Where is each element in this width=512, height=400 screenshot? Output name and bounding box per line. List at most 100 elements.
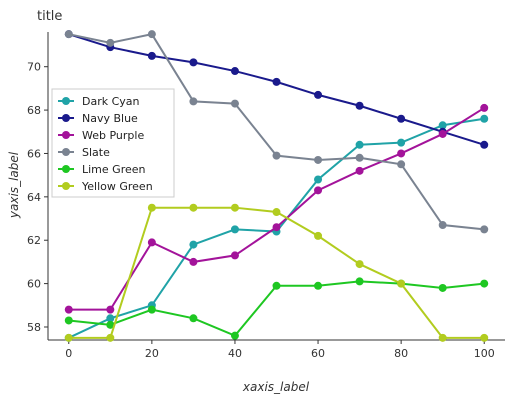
x-tick-label: 40 — [228, 347, 242, 360]
legend-item-dark-cyan: Dark Cyan — [58, 95, 140, 108]
data-point — [230, 251, 239, 260]
data-point — [438, 121, 447, 130]
data-point — [106, 320, 115, 329]
data-point — [355, 260, 364, 269]
data-point — [397, 149, 406, 158]
legend-label: Dark Cyan — [82, 95, 140, 108]
data-point — [272, 223, 281, 232]
y-tick-label: 60 — [27, 278, 41, 291]
legend-swatch — [62, 97, 70, 105]
data-point — [230, 331, 239, 340]
x-tick-label: 20 — [145, 347, 159, 360]
legend-item-yellow-green: Yellow Green — [58, 180, 153, 193]
y-tick-label: 58 — [27, 321, 41, 334]
data-point — [189, 240, 198, 249]
legend-item-navy-blue: Navy Blue — [58, 112, 138, 125]
data-point — [64, 333, 73, 342]
axes: 58 60 62 64 66 68 70 0 20 40 60 80 100 — [27, 32, 505, 360]
series-slate — [64, 30, 489, 234]
legend-label: Lime Green — [82, 163, 146, 176]
data-point — [438, 283, 447, 292]
data-point — [189, 257, 198, 266]
legend-item-lime-green: Lime Green — [58, 163, 146, 176]
data-point — [397, 160, 406, 169]
data-point — [314, 281, 323, 290]
legend-swatch — [62, 131, 70, 139]
data-point — [106, 314, 115, 323]
data-point — [480, 279, 489, 288]
series-layer — [64, 30, 489, 342]
data-point — [272, 151, 281, 160]
data-point — [106, 333, 115, 342]
data-point — [438, 129, 447, 138]
data-point — [314, 231, 323, 240]
data-point — [355, 140, 364, 149]
legend-swatch — [62, 182, 70, 190]
x-tick-label: 100 — [474, 347, 495, 360]
data-point — [480, 140, 489, 149]
data-point — [230, 203, 239, 212]
legend-label: Navy Blue — [82, 112, 138, 125]
x-tick-label: 80 — [394, 347, 408, 360]
data-point — [480, 225, 489, 234]
data-point — [106, 305, 115, 314]
data-point — [64, 316, 73, 325]
legend-item-web-purple: Web Purple — [58, 129, 144, 142]
data-point — [397, 138, 406, 147]
data-point — [147, 51, 156, 60]
data-point — [106, 38, 115, 47]
data-point — [230, 99, 239, 108]
data-point — [147, 305, 156, 314]
legend-box — [51, 88, 175, 198]
data-point — [438, 333, 447, 342]
legend-swatch — [62, 165, 70, 173]
legend-label: Yellow Green — [81, 180, 153, 193]
data-point — [397, 279, 406, 288]
legend-swatch — [62, 148, 70, 156]
y-tick-label: 62 — [27, 234, 41, 247]
x-tick-label: 60 — [311, 347, 325, 360]
data-point — [272, 281, 281, 290]
y-tick-label: 66 — [27, 147, 41, 160]
data-point — [189, 97, 198, 106]
x-axis-label: xaxis_label — [242, 380, 310, 394]
data-point — [230, 225, 239, 234]
data-point — [480, 333, 489, 342]
data-point — [272, 77, 281, 86]
data-point — [64, 30, 73, 39]
data-point — [314, 186, 323, 195]
data-point — [397, 114, 406, 123]
legend-label: Slate — [82, 146, 110, 159]
data-point — [314, 90, 323, 99]
data-point — [480, 114, 489, 123]
data-point — [438, 221, 447, 230]
data-point — [147, 238, 156, 247]
data-point — [189, 314, 198, 323]
data-point — [189, 203, 198, 212]
series-web-purple — [64, 103, 489, 314]
data-point — [314, 175, 323, 184]
series-yellow-green — [64, 203, 489, 342]
data-point — [147, 203, 156, 212]
legend: Dark Cyan Navy Blue Web Purple Slate Lime Gr… — [51, 88, 175, 198]
data-point — [272, 208, 281, 217]
legend-label: Web Purple — [82, 129, 144, 142]
data-point — [355, 166, 364, 175]
data-point — [355, 153, 364, 162]
data-point — [230, 67, 239, 76]
data-point — [355, 277, 364, 286]
data-point — [64, 305, 73, 314]
legend-item-slate: Slate — [58, 146, 110, 159]
legend-swatch — [62, 114, 70, 122]
y-tick-label: 64 — [27, 191, 41, 204]
data-point — [147, 30, 156, 39]
y-tick-label: 70 — [27, 61, 41, 74]
data-point — [314, 155, 323, 164]
y-tick-label: 68 — [27, 104, 41, 117]
y-axis-label: yaxis_label — [7, 151, 21, 219]
data-point — [189, 58, 198, 67]
series-lime-green — [64, 277, 489, 340]
x-tick-label: 0 — [65, 347, 72, 360]
data-point — [480, 103, 489, 112]
